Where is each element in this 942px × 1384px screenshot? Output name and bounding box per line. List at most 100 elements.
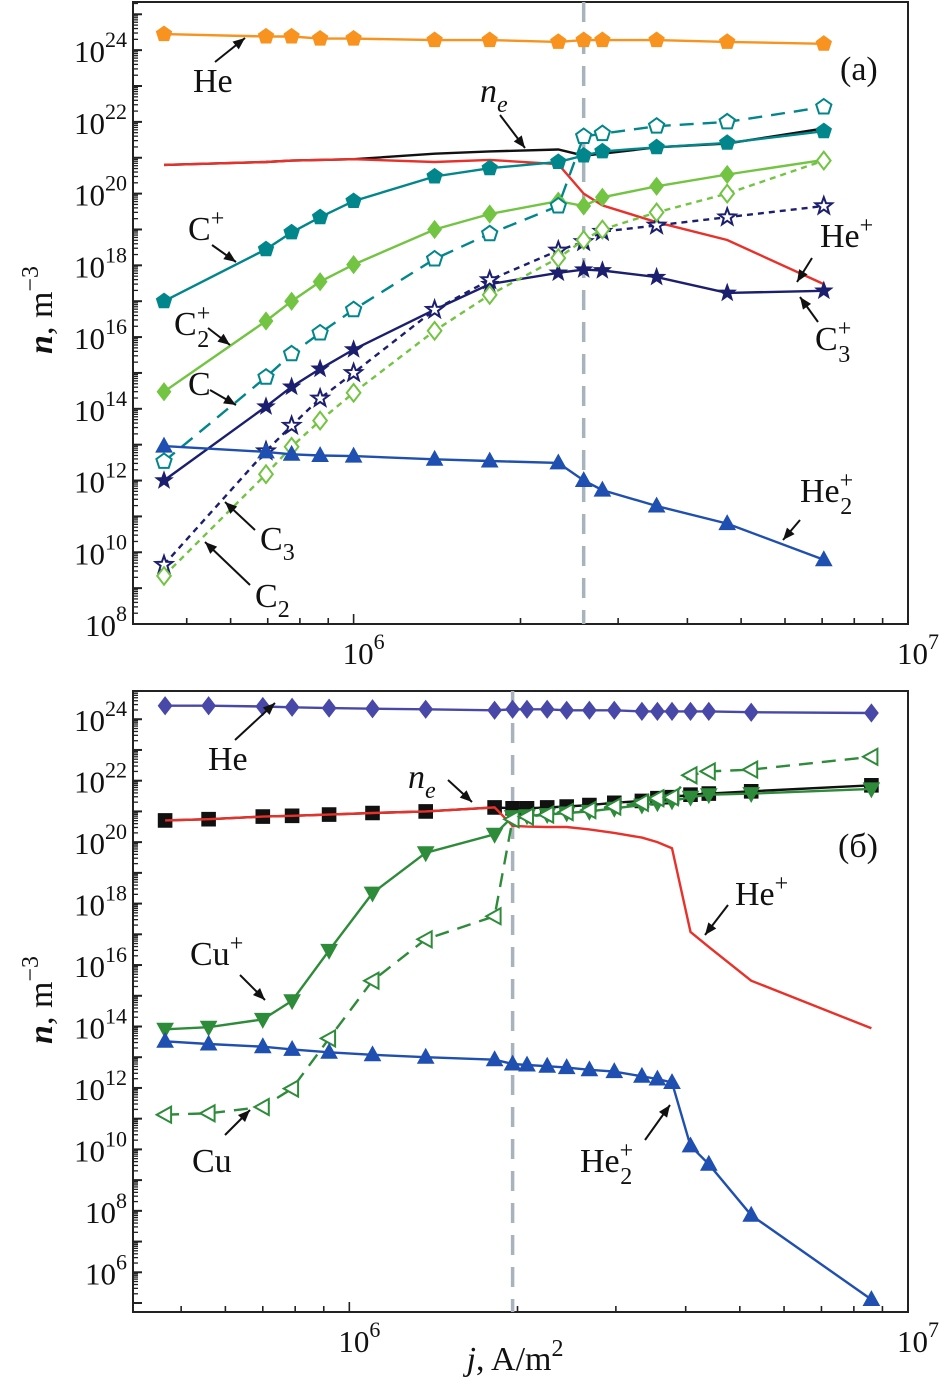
- data-point-he: [345, 29, 362, 46]
- data-point-cu: [516, 806, 534, 827]
- data-point-c: [344, 300, 363, 318]
- data-point-he: [559, 700, 575, 720]
- data-point-c-plus: [311, 208, 329, 225]
- data-point-c2-plus: [482, 204, 498, 224]
- arrow-head-icon: [658, 1105, 670, 1118]
- data-point-c2: [719, 183, 736, 205]
- data-point-he2-plus: [155, 436, 173, 453]
- data-point-cu: [603, 796, 622, 817]
- annotation-he-plus: He+: [704, 871, 788, 936]
- data-point-he: [649, 701, 665, 722]
- tick-base: 10: [74, 1133, 105, 1168]
- annotation-label: He: [193, 63, 233, 100]
- data-point-cu: [536, 804, 555, 825]
- arrow-head-icon: [783, 527, 795, 540]
- tick-exponent: 22: [105, 99, 127, 124]
- tick-base: 10: [74, 178, 105, 213]
- data-point-c2: [257, 463, 275, 485]
- data-point-cu-plus: [681, 790, 700, 807]
- annotation-text: He: [735, 876, 775, 913]
- annotation-label: He+ 2: [800, 468, 853, 520]
- data-point-c: [311, 323, 329, 341]
- x-tick-label: 107: [897, 629, 939, 671]
- data-point-c2-plus: [284, 291, 300, 311]
- data-point-cu-plus: [283, 994, 301, 1011]
- annotation-text: He: [820, 218, 860, 255]
- data-point-c3-plus: [343, 339, 364, 358]
- data-point-c3-plus: [646, 266, 667, 286]
- series-c2-plus: [156, 150, 832, 402]
- annotation-sub: 3: [838, 342, 850, 368]
- annotation-label: C2: [255, 578, 290, 623]
- data-point-c: [155, 452, 173, 469]
- annotation-text: He: [193, 63, 233, 100]
- tick-exponent: 6: [374, 629, 385, 654]
- data-point-c-plus: [719, 134, 736, 150]
- data-point-he: [257, 27, 275, 44]
- data-point-c2: [575, 229, 592, 251]
- y-tick-label: 106: [85, 1249, 127, 1291]
- annotation-text: He: [800, 473, 840, 510]
- data-point-c3: [812, 194, 835, 216]
- data-point-he: [418, 699, 434, 719]
- annotation-sup: +: [211, 206, 225, 232]
- tick-exponent: 20: [105, 819, 127, 844]
- data-point-cu: [680, 765, 698, 785]
- tick-base: 10: [74, 1072, 105, 1107]
- data-point-c3: [308, 386, 332, 408]
- annotation-sup: +: [230, 931, 244, 957]
- data-point-cu: [740, 759, 759, 780]
- y-axis-label-unit: , m: [23, 292, 60, 335]
- data-point-c-plus: [550, 153, 567, 169]
- data-point-cu: [318, 1028, 337, 1049]
- arrow-head-icon: [459, 790, 472, 802]
- x-axis-label: j, A/m2: [462, 1336, 563, 1378]
- data-point-he2-plus: [480, 451, 499, 468]
- annotation-sup: +: [860, 213, 874, 239]
- data-point-cu: [415, 929, 433, 949]
- data-point-c3-plus: [310, 358, 330, 378]
- series-cu: [154, 747, 879, 1125]
- data-point-he: [634, 701, 650, 722]
- annotation-text: C: [188, 211, 211, 248]
- tick-base: 10: [74, 765, 105, 800]
- data-point-he2-plus: [718, 514, 737, 531]
- annotation-text: C: [188, 366, 211, 403]
- annotation-ne: ne: [480, 73, 526, 149]
- data-point-c3: [478, 268, 501, 290]
- tick-exponent: 18: [105, 242, 127, 267]
- data-point-c3-plus: [281, 376, 302, 396]
- annotation-label: C+: [188, 206, 224, 248]
- tick-exponent: 16: [105, 942, 127, 967]
- data-point-cu: [698, 761, 716, 782]
- data-point-c3-plus: [256, 396, 276, 415]
- y-tick-label: 1016: [74, 942, 127, 984]
- data-point-he2-plus: [742, 1205, 761, 1222]
- data-point-c-plus: [426, 167, 443, 184]
- series-he2-plus: [156, 1031, 881, 1306]
- data-point-he2-plus: [605, 1062, 624, 1079]
- annotation-he: He: [193, 37, 246, 100]
- data-point-cu: [362, 971, 380, 991]
- x-tick-label: 106: [338, 1317, 380, 1359]
- data-point-cu: [631, 793, 649, 813]
- y-tick-label: 1018: [74, 881, 127, 923]
- data-point-c2-plus: [576, 196, 592, 216]
- y-axis-label-symbol: n: [23, 1025, 60, 1044]
- data-point-he: [155, 25, 173, 42]
- tick-exponent: 20: [105, 171, 127, 196]
- annotation-sup: +: [197, 301, 211, 327]
- tick-base: 10: [74, 249, 105, 284]
- data-point-he: [719, 33, 736, 49]
- data-point-he: [487, 700, 503, 720]
- arrow-head-icon: [705, 922, 717, 935]
- data-point-cu: [281, 1078, 300, 1099]
- tick-exponent: 16: [105, 314, 127, 339]
- tick-base: 10: [897, 1324, 928, 1359]
- data-point-he: [664, 701, 680, 722]
- annotation-text: C: [174, 306, 197, 343]
- series-he: [157, 696, 879, 723]
- data-point-he2-plus: [862, 1290, 881, 1306]
- data-point-c: [480, 224, 499, 242]
- data-point-c-plus: [257, 240, 275, 257]
